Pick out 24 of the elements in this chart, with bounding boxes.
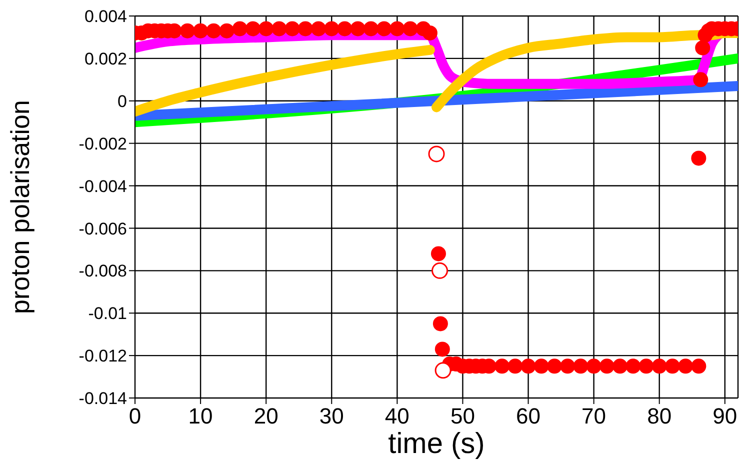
y-tick-label: -0.012 (78, 346, 127, 366)
x-tick-label: 20 (254, 404, 278, 429)
point (428, 146, 445, 162)
y-axis-title: proton polarisation (5, 100, 36, 314)
y-tick-label: -0.002 (78, 134, 127, 154)
x-tick-label: 50 (450, 404, 475, 429)
x-tick-label: 30 (319, 404, 344, 429)
y-tick-label: 0.004 (84, 7, 127, 26)
x-tick-label: 70 (582, 404, 606, 429)
point (432, 262, 448, 279)
y-tick-label: 0.002 (84, 49, 127, 68)
y-tick-label: -0.006 (78, 219, 127, 238)
x-tick-label: 80 (647, 404, 672, 429)
y-tick-label: -0.014 (78, 389, 127, 408)
x-tick-label: 40 (384, 404, 410, 429)
x-tick-label: 60 (516, 404, 541, 429)
x-axis-title: time (s) (388, 428, 485, 460)
y-tick-label: -0.01 (88, 304, 127, 324)
y-tick-label: -0.004 (78, 176, 127, 196)
x-tick-label: 90 (712, 404, 738, 429)
point (434, 362, 452, 379)
x-tick-label: 10 (188, 404, 213, 429)
y-tick-label: 0 (118, 92, 127, 111)
y-tick-label: -0.008 (78, 262, 127, 281)
